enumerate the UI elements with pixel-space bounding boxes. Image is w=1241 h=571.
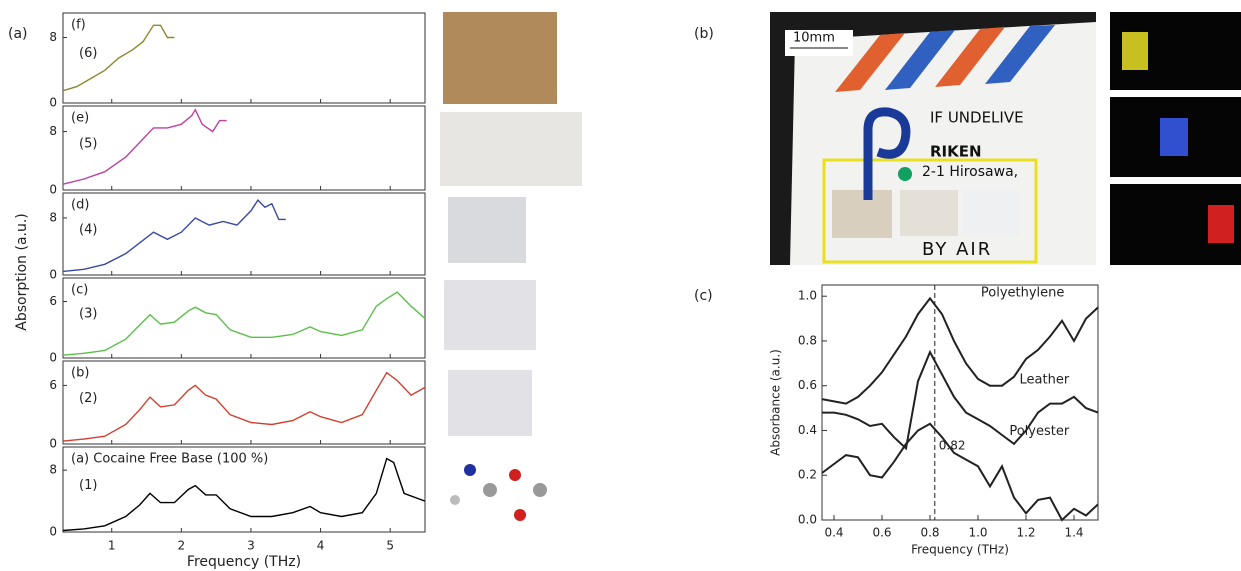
- photo-text: 2-1 Hirosawa,: [922, 164, 1018, 180]
- subplot-label: (c): [71, 283, 88, 298]
- series-label: Polyester: [1009, 424, 1070, 439]
- plot-frame: [63, 106, 425, 190]
- plot-frame: [63, 13, 425, 103]
- photo-text: 10mm: [793, 31, 835, 46]
- subplot-number: (6): [79, 46, 97, 61]
- plot-frame: [63, 193, 425, 275]
- subplot-label: (d): [71, 198, 89, 213]
- x-tick-label: 1.0: [968, 526, 987, 540]
- y-tick-label: 0.4: [798, 423, 817, 437]
- x-axis-label: Frequency (THz): [911, 543, 1009, 557]
- subplot-number: (2): [79, 391, 97, 406]
- photo: [448, 197, 526, 263]
- x-tick-label: 0.4: [824, 526, 843, 540]
- photo-b: 10mm IF UNDELIVE RIKEN 2-1 Hirosawa, BY …: [770, 12, 1241, 265]
- panel-label: (b): [694, 26, 714, 42]
- y-tick-label: 6: [49, 294, 57, 308]
- x-tick-label: 1.2: [1016, 526, 1035, 540]
- y-tick-label: 6: [49, 378, 57, 392]
- series-label: Polyethylene: [981, 285, 1065, 300]
- photos-a: [440, 12, 582, 521]
- photo: [443, 12, 557, 104]
- series-label: Leather: [1020, 373, 1070, 388]
- y-tick-label: 0: [49, 183, 57, 197]
- subplot-label: (f): [71, 18, 86, 33]
- y-tick-label: 0: [49, 351, 57, 365]
- y-tick-label: 0: [49, 437, 57, 451]
- x-tick-label: 0.8: [920, 526, 939, 540]
- photo-text: RIKEN: [930, 143, 982, 161]
- y-tick-label: 0: [49, 268, 57, 282]
- subplot-label: (e): [71, 111, 89, 126]
- y-tick-label: 0.8: [798, 333, 817, 347]
- y-tick-label: 0.6: [798, 378, 817, 392]
- x-axis-label: Frequency (THz): [187, 554, 301, 570]
- x-tick-label: 3: [247, 539, 255, 553]
- subplot-label: (b): [71, 366, 89, 381]
- photo-text: BY AIR: [922, 239, 992, 260]
- subplot-label: (a) Cocaine Free Base (100 %): [71, 452, 268, 467]
- x-tick-label: 1.4: [1064, 526, 1083, 540]
- y-axis-label: Absorbance (a.u.): [769, 349, 783, 456]
- y-tick-label: 8: [49, 124, 57, 138]
- data-line: [63, 373, 425, 441]
- y-tick-label: 0: [49, 96, 57, 110]
- photo: [440, 112, 582, 186]
- y-tick-label: 1.0: [798, 289, 817, 303]
- plot-frame: [63, 361, 425, 444]
- y-tick-label: 8: [49, 463, 57, 477]
- y-tick-label: 0.0: [798, 513, 817, 527]
- molecule: [450, 464, 547, 521]
- y-tick-label: 8: [49, 210, 57, 224]
- panel-label: (c): [694, 288, 713, 304]
- panel-label: (a): [8, 26, 28, 42]
- photo: [444, 280, 536, 350]
- subplot-number: (4): [79, 222, 97, 237]
- plot-frame: [63, 278, 425, 358]
- subplot-number: (1): [79, 478, 97, 493]
- photo: [448, 370, 532, 436]
- y-tick-label: 0: [49, 525, 57, 539]
- y-tick-label: 8: [49, 30, 57, 44]
- subplot-number: (3): [79, 307, 97, 322]
- data-line: [822, 298, 1098, 403]
- data-line: [63, 292, 425, 355]
- figure: (a) (b) (c) 10mm IF UNDELIVE RIKEN 2-1 H…: [0, 0, 1241, 571]
- x-tick-label: 5: [386, 539, 394, 553]
- y-axis-label: Absorption (a.u.): [14, 213, 30, 331]
- x-tick-label: 4: [317, 539, 325, 553]
- x-tick-label: 2: [178, 539, 186, 553]
- photo-text: IF UNDELIVE: [930, 109, 1024, 127]
- subplot-number: (5): [79, 136, 97, 151]
- x-tick-label: 0.6: [872, 526, 891, 540]
- data-line: [63, 459, 425, 531]
- plot-frame: [822, 285, 1098, 520]
- x-tick-label: 1: [108, 539, 116, 553]
- y-tick-label: 0.2: [798, 468, 817, 482]
